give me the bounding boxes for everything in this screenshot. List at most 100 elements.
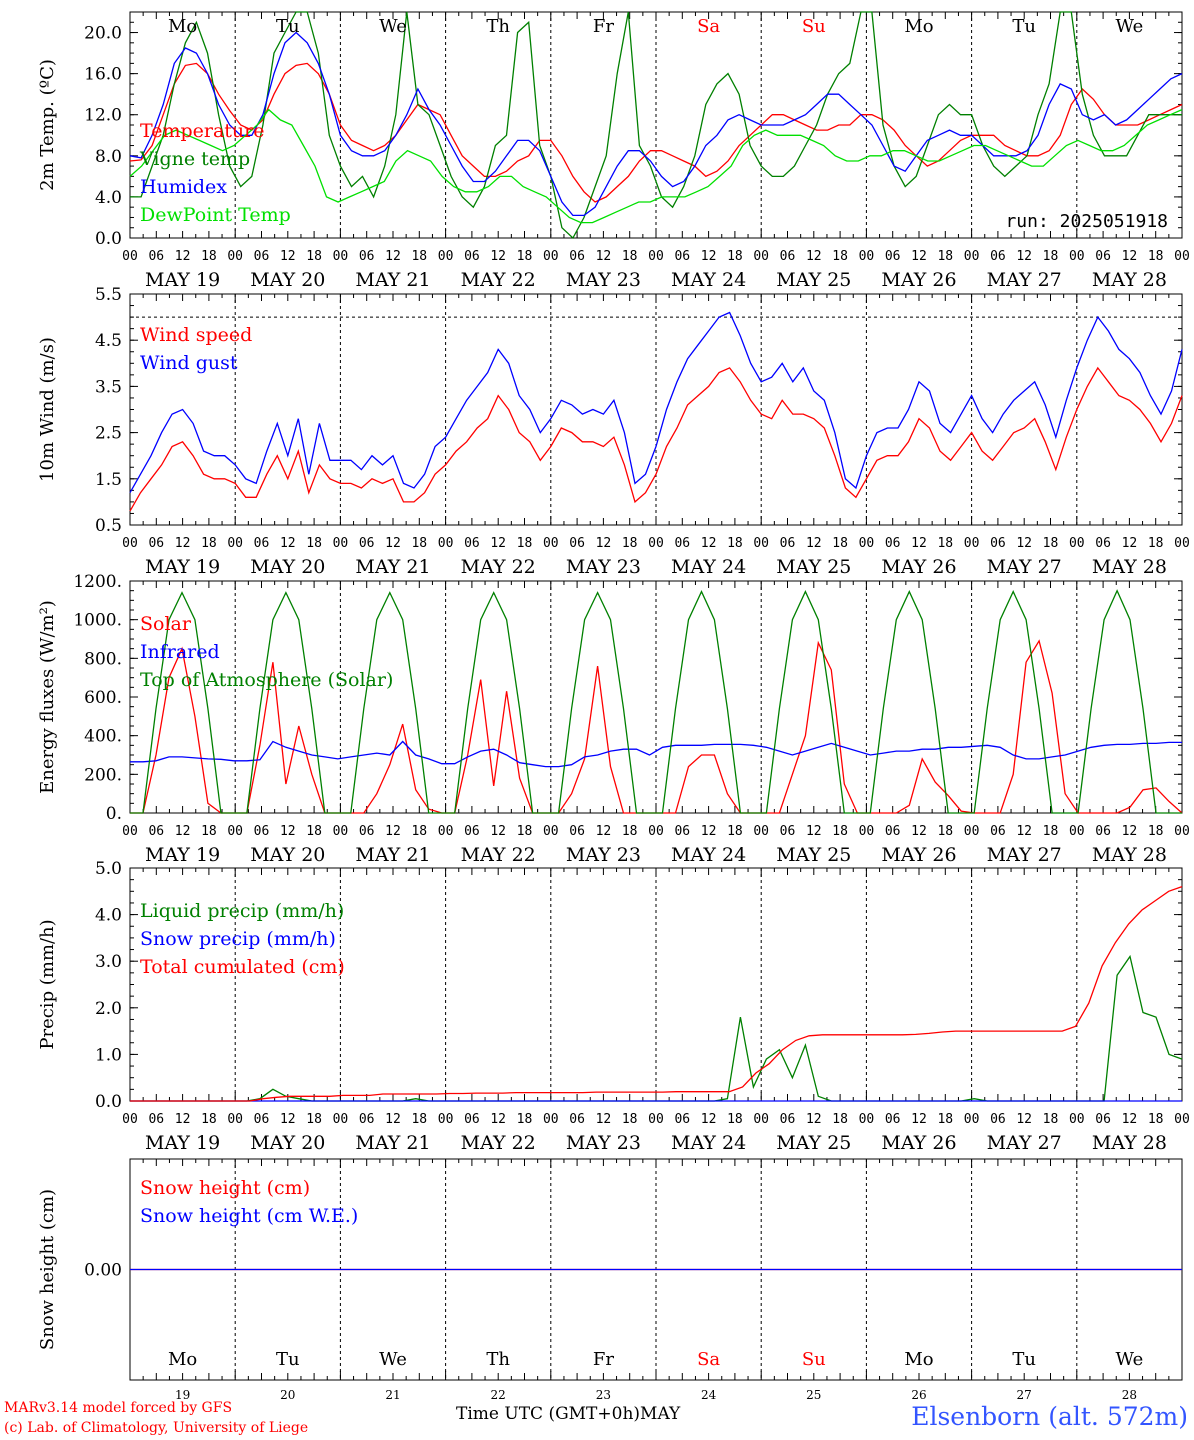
date-label: MAY 21 <box>355 1132 430 1154</box>
date-label: MAY 22 <box>461 844 536 866</box>
hour-tick-label: 06 <box>464 1112 480 1127</box>
y-tick-label: 8.0 <box>95 147 122 167</box>
hour-tick-label: 12 <box>806 536 822 551</box>
hour-tick-label: 00 <box>122 824 138 839</box>
date-label: MAY 28 <box>1092 844 1167 866</box>
legend-label: Snow height (cm) <box>140 1177 310 1199</box>
hour-tick-label: 18 <box>937 249 953 264</box>
weekday-label: We <box>379 1349 407 1370</box>
day-number-label: 19 <box>175 1388 190 1402</box>
y-tick-label: 2.0 <box>95 999 122 1019</box>
hour-tick-label: 18 <box>517 536 533 551</box>
weekday-label: We <box>379 16 407 37</box>
hour-tick-label: 18 <box>937 536 953 551</box>
weekday-label: Sa <box>697 1349 720 1370</box>
hour-tick-label: 00 <box>227 824 243 839</box>
hour-tick-label: 00 <box>753 1112 769 1127</box>
hour-tick-label: 00 <box>753 249 769 264</box>
hour-tick-label: 18 <box>1148 1112 1164 1127</box>
weekday-label: Tu <box>1012 1349 1036 1370</box>
hour-tick-label: 00 <box>964 536 980 551</box>
month-label: MAY <box>640 1404 681 1424</box>
hour-tick-label: 18 <box>1043 536 1059 551</box>
series-line <box>129 108 1183 224</box>
hour-tick-label: 12 <box>490 536 506 551</box>
legend-label: Infrared <box>140 641 220 663</box>
hour-tick-label: 00 <box>122 249 138 264</box>
hour-tick-label: 18 <box>622 824 638 839</box>
y-axis-label: Precip (mm/h) <box>37 919 58 1049</box>
copyright-text: (c) Lab. of Climatology, University of L… <box>4 1420 309 1436</box>
hour-tick-label: 06 <box>674 249 690 264</box>
hour-tick-label: 06 <box>885 824 901 839</box>
station-name: Elsenborn (alt. 572m) <box>911 1402 1188 1431</box>
hour-tick-label: 06 <box>464 536 480 551</box>
weekday-label: Th <box>486 16 510 37</box>
hour-tick-label: 12 <box>280 824 296 839</box>
hour-tick-label: 18 <box>832 1112 848 1127</box>
day-number-label: 25 <box>806 1388 821 1402</box>
hour-tick-label: 00 <box>543 1112 559 1127</box>
y-tick-label: 1000. <box>73 611 122 631</box>
hour-tick-label: 18 <box>622 249 638 264</box>
hour-tick-label: 12 <box>490 1112 506 1127</box>
day-number-label: 27 <box>1017 1388 1032 1402</box>
hour-tick-label: 06 <box>254 1112 270 1127</box>
y-tick-label: 16.0 <box>84 65 122 85</box>
day-number-label: 20 <box>280 1388 295 1402</box>
weekday-label: Mo <box>904 1349 933 1370</box>
hour-tick-label: 06 <box>148 249 164 264</box>
y-tick-label: 4.5 <box>95 331 122 351</box>
weekday-label: Mo <box>904 16 933 37</box>
hour-tick-label: 12 <box>175 536 191 551</box>
legend-label: Liquid precip (mm/h) <box>140 900 344 922</box>
date-label: MAY 20 <box>250 1132 325 1154</box>
hour-tick-label: 18 <box>517 824 533 839</box>
hour-tick-label: 00 <box>859 824 875 839</box>
y-tick-label: 12.0 <box>84 106 122 126</box>
hour-tick-label: 00 <box>1069 824 1085 839</box>
date-label: MAY 19 <box>145 269 220 291</box>
hour-tick-label: 12 <box>701 536 717 551</box>
weekday-label: Fr <box>593 1349 614 1370</box>
hour-tick-label: 12 <box>385 536 401 551</box>
y-axis-label: 2m Temp. (ºC) <box>37 59 58 191</box>
hour-tick-label: 18 <box>937 1112 953 1127</box>
day-number-label: 22 <box>491 1388 506 1402</box>
date-label: MAY 21 <box>355 844 430 866</box>
hour-tick-label: 00 <box>1069 1112 1085 1127</box>
hour-tick-label: 18 <box>411 249 427 264</box>
hour-tick-label: 06 <box>780 249 796 264</box>
hour-tick-label: 06 <box>885 249 901 264</box>
hour-tick-label: 12 <box>175 1112 191 1127</box>
hour-tick-label: 06 <box>1095 536 1111 551</box>
series-line <box>129 62 1183 203</box>
hour-tick-label: 06 <box>990 536 1006 551</box>
hour-tick-label: 06 <box>885 1112 901 1127</box>
series-line <box>130 11 1182 240</box>
hour-tick-label: 00 <box>438 824 454 839</box>
date-label: MAY 22 <box>461 556 536 578</box>
hour-tick-label: 00 <box>859 249 875 264</box>
hour-tick-label: 06 <box>148 1112 164 1127</box>
date-label: MAY 25 <box>776 269 851 291</box>
y-tick-label: 0.5 <box>95 516 122 536</box>
hour-tick-label: 12 <box>596 536 612 551</box>
hour-tick-label: 12 <box>701 824 717 839</box>
hour-tick-label: 06 <box>780 536 796 551</box>
hour-tick-label: 18 <box>622 1112 638 1127</box>
weekday-label: We <box>1116 16 1144 37</box>
day-number-label: 24 <box>701 1388 717 1402</box>
hour-tick-label: 00 <box>964 824 980 839</box>
hour-tick-label: 12 <box>280 536 296 551</box>
y-tick-label: 4.0 <box>95 906 122 926</box>
day-number-label: 28 <box>1122 1388 1137 1402</box>
hour-tick-label: 12 <box>1122 824 1138 839</box>
hour-tick-label: 12 <box>385 1112 401 1127</box>
hour-tick-label: 06 <box>780 824 796 839</box>
y-tick-label: 0.0 <box>95 1092 122 1112</box>
hour-tick-label: 00 <box>122 1112 138 1127</box>
hour-tick-label: 06 <box>569 536 585 551</box>
hour-tick-label: 18 <box>201 824 217 839</box>
